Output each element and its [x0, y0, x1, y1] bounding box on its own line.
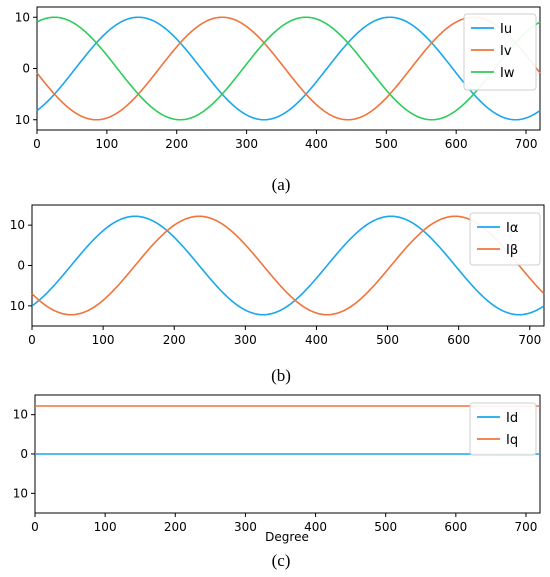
panel-b-y-tick-label-0: 10 — [10, 218, 25, 232]
panel-c-x-tick-label-0: 0 — [31, 520, 39, 534]
panel-a-series-line-1 — [36, 16, 541, 121]
panel-b-legend-box — [469, 212, 541, 266]
panel-a-y-tick-label-0: 10 — [15, 10, 30, 24]
panel-a-legend-box — [463, 13, 537, 91]
panel-b-x-tick-label-4: 400 — [305, 333, 328, 347]
panel-c-legend-label-1: Iq — [506, 433, 518, 448]
panel-a-x-tick-label-4: 400 — [305, 137, 328, 151]
panel-a-series-layer — [36, 16, 541, 121]
panel-b-series-layer — [31, 215, 545, 316]
panel-b-series-line-1 — [31, 215, 545, 316]
panel-b-x-tick-label-2: 200 — [163, 333, 186, 347]
panel-b-x-ticks: 0 100 200 300 400 500 600 700 — [28, 326, 541, 347]
panel-b-legend-label-0: Iα — [506, 221, 518, 236]
panel-a-series-line-2 — [36, 16, 541, 121]
panel-a-legend: Iu Iv Iw — [463, 13, 537, 91]
panel-b-x-tick-label-3: 300 — [234, 333, 257, 347]
panel-a-series-line-0 — [36, 16, 541, 121]
panel-b-caption: (b) — [271, 366, 291, 385]
panel-a-x-tick-label-1: 100 — [95, 137, 118, 151]
panel-c-y-tick-label-2: 10 — [13, 486, 28, 500]
panel-c-series-layer — [35, 405, 540, 455]
panel-c-y-tick-label-0: 10 — [13, 408, 28, 422]
panel-c-x-ticks: 0 100 200 300 400 500 600 700 — [31, 513, 537, 534]
panel-c-x-tick-label-7: 700 — [515, 520, 538, 534]
panel-c-legend-label-0: Id — [506, 411, 518, 426]
panel-b-x-tick-label-5: 500 — [376, 333, 399, 347]
panel-a-y-tick-label-2: 10 — [15, 113, 30, 127]
panel-a-x-tick-label-6: 600 — [445, 137, 468, 151]
panel-a-y-tick-label-1: 0 — [22, 62, 30, 76]
panel-a-legend-label-2: Iw — [500, 66, 515, 81]
panel-b-x-tick-label-6: 600 — [447, 333, 470, 347]
panel-b-series-line-0 — [31, 215, 545, 316]
panel-c-y-tick-label-1: 0 — [20, 447, 28, 461]
panel-c-legend: Id Iq — [469, 402, 537, 456]
panel-c-x-tick-label-4: 400 — [304, 520, 327, 534]
panel-c-x-tick-label-6: 600 — [444, 520, 467, 534]
panel-a-x-ticks: 0 100 200 300 400 500 600 700 — [33, 130, 537, 151]
panel-a-y-ticks: 10 0 10 — [15, 10, 37, 127]
panel-b-legend: Iα Iβ — [469, 212, 541, 266]
panel-c-x-tick-label-3: 300 — [234, 520, 257, 534]
panel-b-x-tick-label-1: 100 — [92, 333, 115, 347]
panel-c-x-tick-label-2: 200 — [164, 520, 187, 534]
panel-a-x-tick-label-5: 500 — [375, 137, 398, 151]
panel-b-y-tick-label-2: 10 — [10, 299, 25, 313]
panel-a-legend-label-0: Iu — [500, 22, 512, 37]
panel-c-x-tick-label-1: 100 — [94, 520, 117, 534]
panel-a-caption: (a) — [272, 175, 291, 194]
panel-c-legend-box — [469, 402, 537, 456]
panel-c-x-axis-label: Degree — [265, 530, 309, 544]
panel-b-y-tick-label-1: 0 — [17, 259, 25, 273]
panel-a-x-tick-label-0: 0 — [33, 137, 41, 151]
panel-a-legend-label-1: Iv — [500, 44, 512, 59]
panel-b-x-tick-label-7: 700 — [518, 333, 541, 347]
panel-b-x-tick-label-0: 0 — [28, 333, 36, 347]
panel-b-y-ticks: 10 0 10 — [10, 218, 32, 313]
panel-c-x-tick-label-5: 500 — [374, 520, 397, 534]
panel-a-x-tick-label-3: 300 — [235, 137, 258, 151]
panel-a-x-tick-label-7: 700 — [515, 137, 538, 151]
panel-c-caption: (c) — [272, 551, 291, 570]
panel-a-x-tick-label-2: 200 — [165, 137, 188, 151]
panel-c-y-ticks: 10 0 10 — [13, 408, 35, 500]
panel-b-legend-label-1: Iβ — [506, 243, 518, 258]
panel-b-plot-frame — [31, 204, 545, 327]
